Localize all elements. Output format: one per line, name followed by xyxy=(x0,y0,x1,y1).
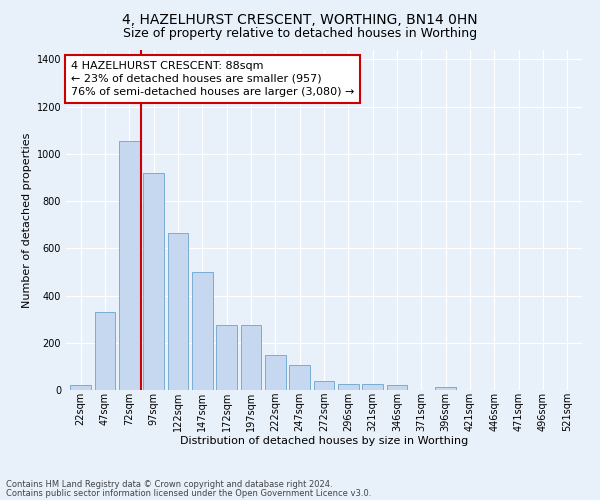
Bar xyxy=(119,141,140,390)
Text: Size of property relative to detached houses in Worthing: Size of property relative to detached ho… xyxy=(123,28,477,40)
Bar xyxy=(192,272,212,390)
Bar xyxy=(265,354,286,390)
Bar xyxy=(241,325,262,390)
Bar xyxy=(386,386,407,390)
Bar xyxy=(362,384,383,390)
Bar xyxy=(289,365,310,390)
Bar xyxy=(95,312,115,390)
Text: Contains HM Land Registry data © Crown copyright and database right 2024.: Contains HM Land Registry data © Crown c… xyxy=(6,480,332,489)
Bar xyxy=(143,173,164,390)
Bar xyxy=(70,386,91,390)
Bar xyxy=(314,381,334,390)
Bar xyxy=(338,384,359,390)
Text: Contains public sector information licensed under the Open Government Licence v3: Contains public sector information licen… xyxy=(6,488,371,498)
Bar xyxy=(167,233,188,390)
Bar xyxy=(216,325,237,390)
Y-axis label: Number of detached properties: Number of detached properties xyxy=(22,132,32,308)
Bar xyxy=(436,387,456,390)
X-axis label: Distribution of detached houses by size in Worthing: Distribution of detached houses by size … xyxy=(180,436,468,446)
Text: 4, HAZELHURST CRESCENT, WORTHING, BN14 0HN: 4, HAZELHURST CRESCENT, WORTHING, BN14 0… xyxy=(122,12,478,26)
Text: 4 HAZELHURST CRESCENT: 88sqm
← 23% of detached houses are smaller (957)
76% of s: 4 HAZELHURST CRESCENT: 88sqm ← 23% of de… xyxy=(71,60,354,97)
